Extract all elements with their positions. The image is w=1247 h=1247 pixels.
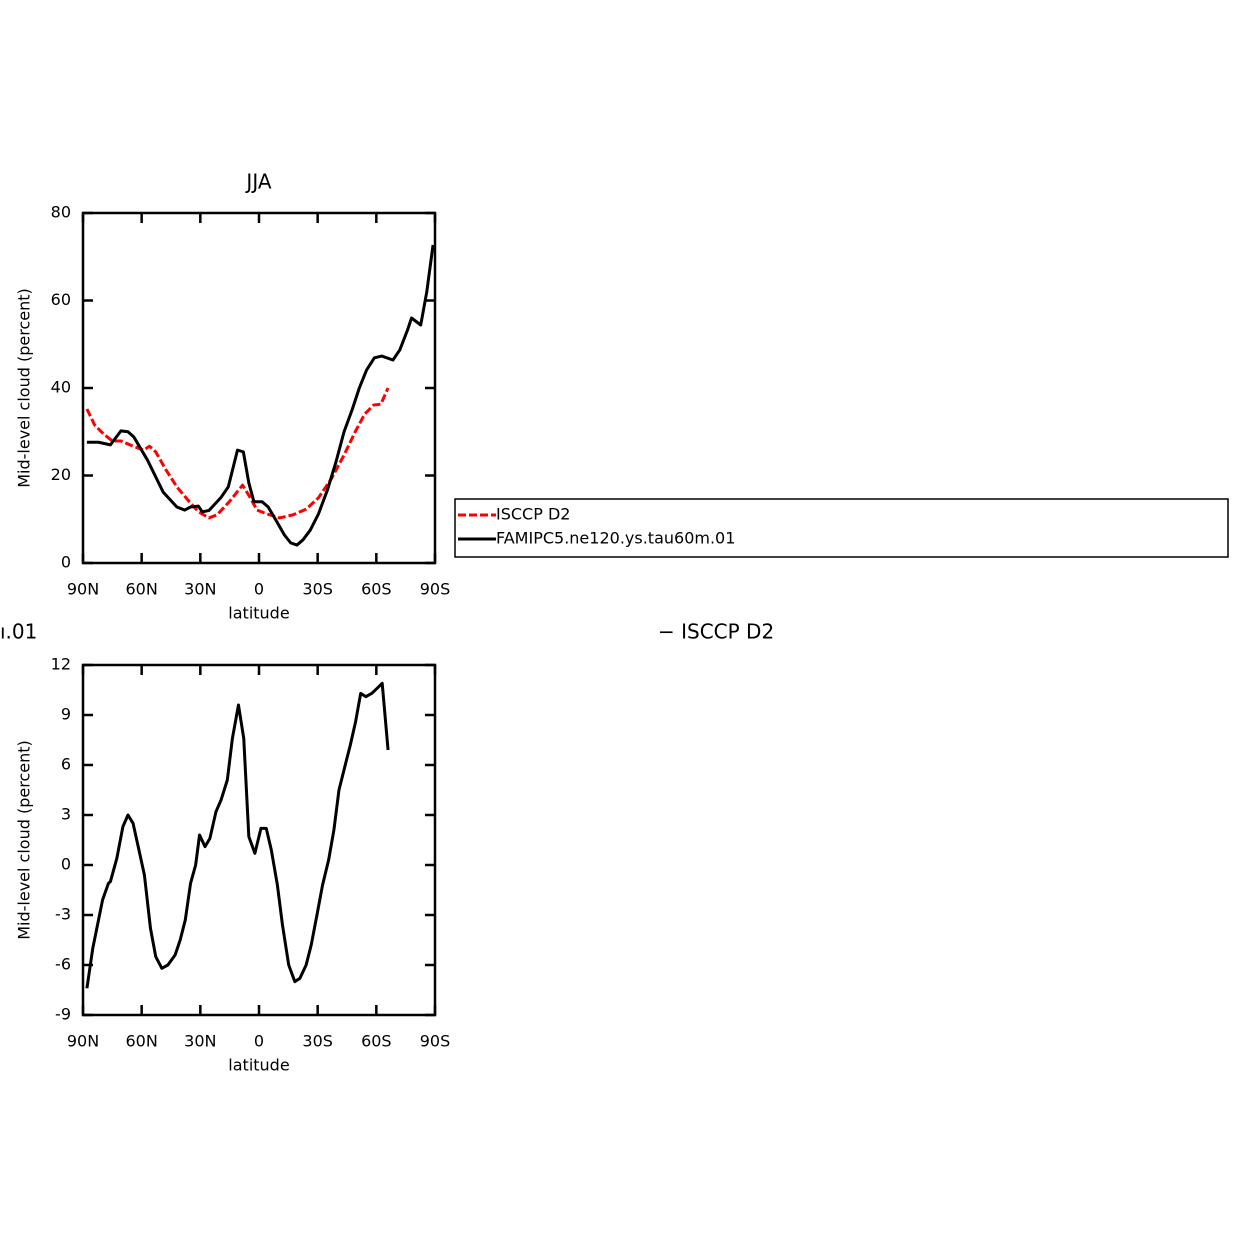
chart-title: ı.01 [0, 620, 37, 644]
y-tick-label: 12 [51, 655, 71, 674]
x-tick-label: 60S [361, 580, 392, 599]
y-tick-label: -3 [55, 905, 71, 924]
y-tick-label: 80 [51, 203, 71, 222]
legend-label: ISCCP D2 [496, 505, 570, 524]
y-tick-label: 3 [61, 805, 71, 824]
line-series [85, 387, 390, 520]
y-axis-label: Mid-level cloud (percent) [15, 288, 34, 488]
y-tick-label: -9 [55, 1005, 71, 1024]
plot-frame [81, 211, 437, 565]
x-tick-label: 30S [302, 580, 333, 599]
x-tick-label: 30N [184, 580, 216, 599]
y-tick-label: -6 [55, 955, 71, 974]
x-tick-label: 90S [420, 1032, 451, 1051]
y-tick-label: 0 [61, 855, 71, 874]
line-series [86, 244, 435, 547]
y-axis-label: Mid-level cloud (percent) [15, 740, 34, 940]
y-tick-label: 60 [51, 290, 71, 309]
x-tick-label: 60N [126, 1032, 158, 1051]
x-tick-label: 0 [254, 580, 264, 599]
x-tick-label: 90S [420, 580, 451, 599]
plot-frame [81, 663, 437, 1017]
legend-label: FAMIPC5.ne120.ys.tau60m.01 [496, 529, 735, 548]
x-tick-label: 30S [302, 1032, 333, 1051]
legend-box [454, 498, 1229, 558]
y-tick-label: 40 [51, 378, 71, 397]
chart-title: JJA [244, 170, 271, 194]
y-tick-label: 9 [61, 705, 71, 724]
x-tick-label: 60N [126, 580, 158, 599]
x-tick-label: 30N [184, 1032, 216, 1051]
x-tick-label: 60S [361, 1032, 392, 1051]
y-tick-label: 0 [61, 553, 71, 572]
x-axis-label: latitude [228, 1056, 289, 1075]
chart-title: − ISCCP D2 [658, 620, 774, 644]
x-tick-label: 0 [254, 1032, 264, 1051]
y-tick-label: 20 [51, 465, 71, 484]
y-tick-label: 6 [61, 755, 71, 774]
x-axis-label: latitude [228, 604, 289, 623]
x-tick-label: 90N [67, 1032, 99, 1051]
x-tick-label: 90N [67, 580, 99, 599]
line-series [85, 681, 390, 989]
